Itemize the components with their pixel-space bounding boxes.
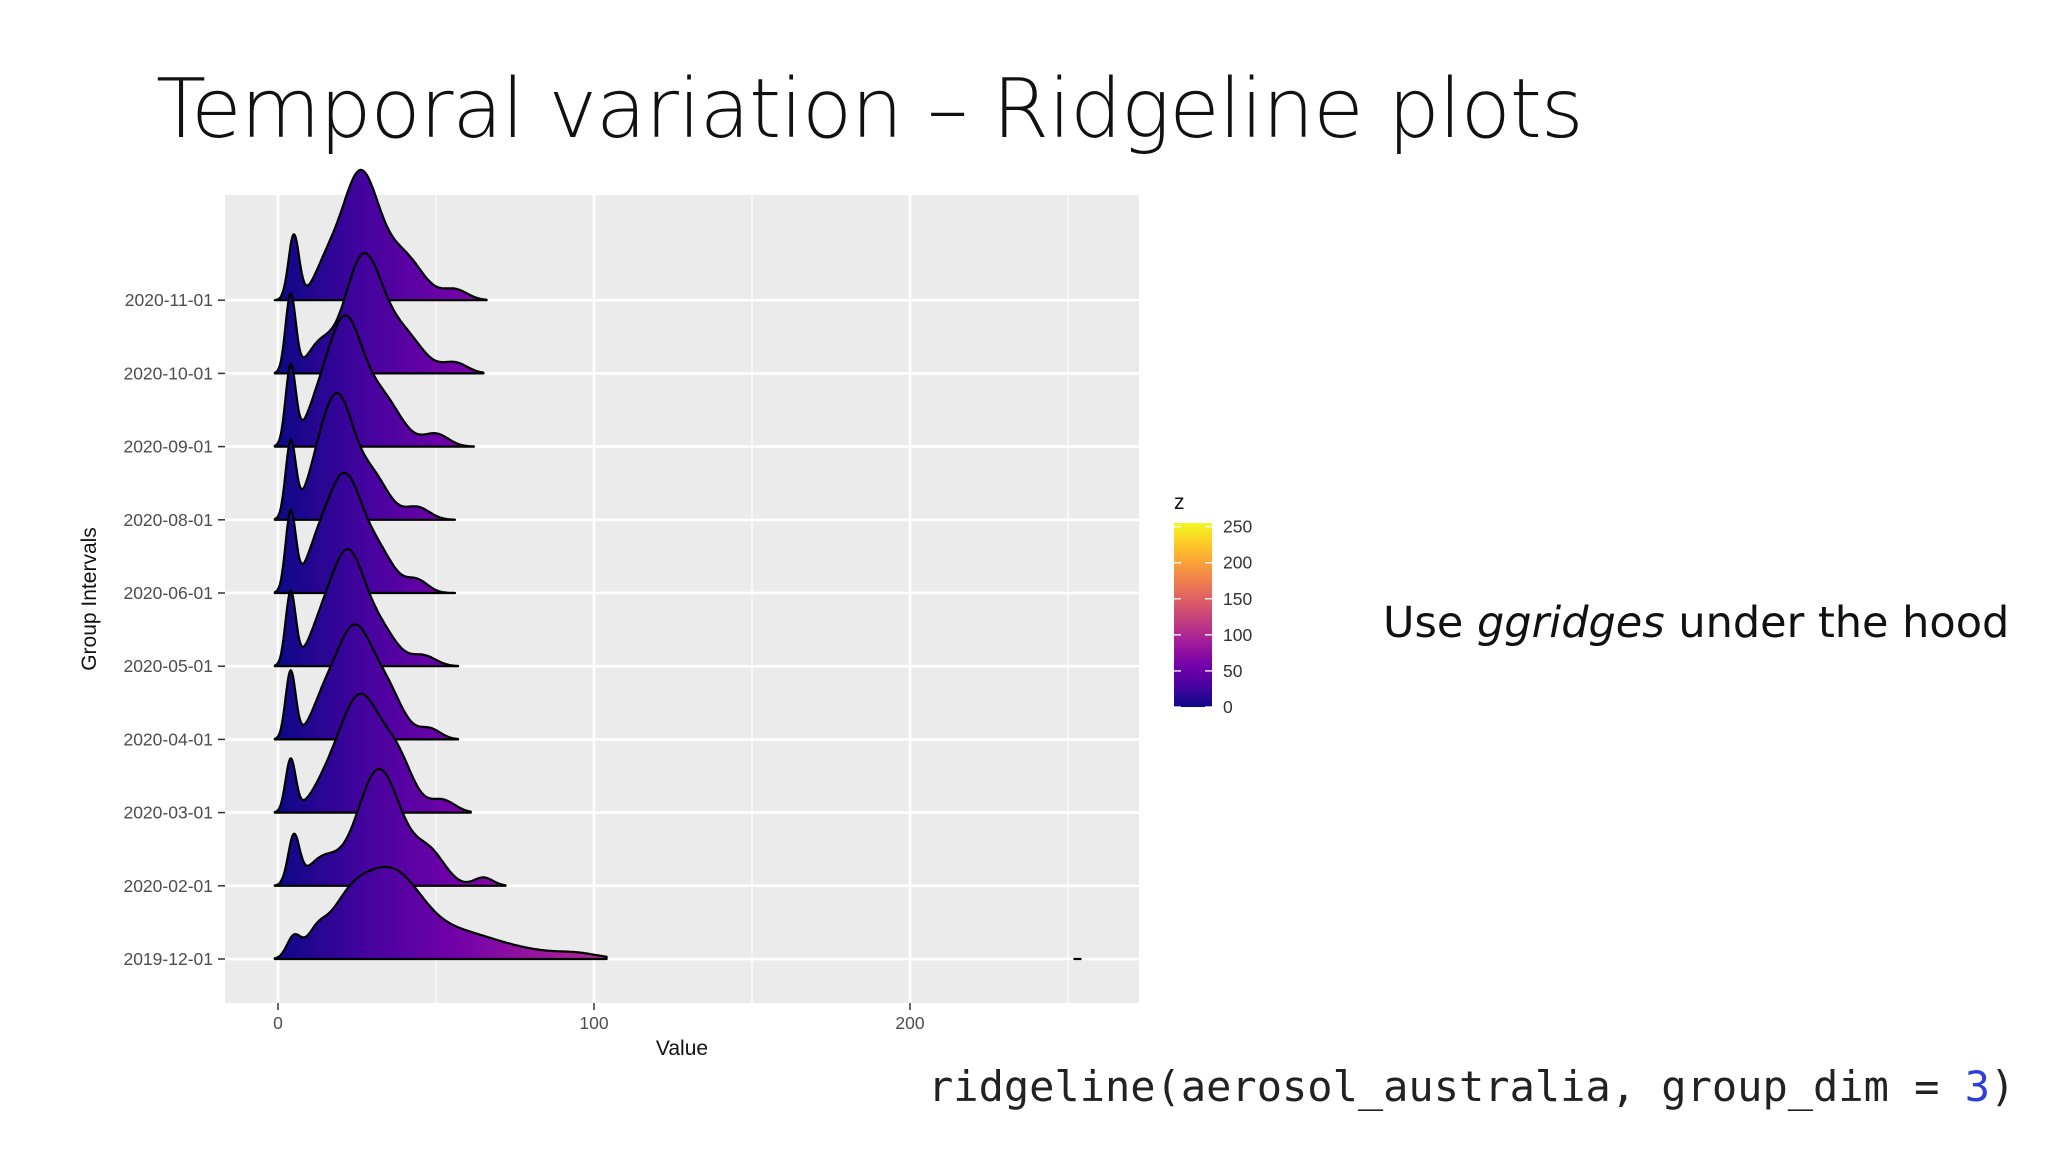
grid-lines xyxy=(225,195,1139,1003)
ridges xyxy=(273,168,1082,961)
x-tick-label: 200 xyxy=(895,1013,924,1033)
ridge-2020-05-01 xyxy=(273,547,460,668)
colorbar-label: 150 xyxy=(1223,589,1252,609)
x-tick-label: 100 xyxy=(579,1013,608,1033)
y-tick-label: 2020-02-01 xyxy=(123,876,213,896)
note-suffix: under the hood xyxy=(1664,598,2010,648)
x-axis-title: Value xyxy=(656,1037,708,1060)
y-tick-label: 2020-04-01 xyxy=(123,729,213,749)
y-tick-label: 2020-08-01 xyxy=(123,510,213,530)
ridge-2020-02-01 xyxy=(273,768,507,887)
ridge-2020-06-01 xyxy=(273,471,457,595)
colorbar-label: 200 xyxy=(1223,553,1252,573)
axes: 2019-12-01 2020-02-01 2020-03-01 2020-04-01… xyxy=(78,290,925,1060)
colorbar-label: 0 xyxy=(1223,697,1233,717)
ridge-2020-10-01 xyxy=(273,252,485,375)
code-number: 3 xyxy=(1964,1062,1991,1111)
y-tick-label: 2020-11-01 xyxy=(125,290,213,310)
ridge-2020-04-01 xyxy=(273,623,460,741)
ridge-2020-03-01 xyxy=(273,692,472,814)
note-emphasis: ggridges xyxy=(1477,598,1665,648)
colorbar-label: 50 xyxy=(1223,661,1243,681)
colorbar-title: z xyxy=(1174,491,1185,514)
y-tick-label: 2020-10-01 xyxy=(123,363,213,383)
ridge-2019-12-01 xyxy=(273,865,608,961)
ridge-2020-08-01 xyxy=(273,392,457,521)
y-axis-title: Group Intervals xyxy=(78,527,101,671)
y-tick-label: 2019-12-01 xyxy=(123,949,213,969)
y-tick-label: 2020-05-01 xyxy=(123,656,213,676)
colorbar-label: 100 xyxy=(1223,625,1252,645)
slide-title: Temporal variation – Ridgeline plots xyxy=(156,62,1584,157)
code-snippet: ridgeline(aerosol_australia, group_dim =… xyxy=(928,1062,2015,1111)
colorbar-label: 250 xyxy=(1223,517,1252,537)
note-prefix: Use xyxy=(1383,598,1477,648)
side-note: Use ggridges under the hood xyxy=(1383,598,2009,648)
code-close: ) xyxy=(1990,1062,2016,1111)
colorbar-legend: z 0 50 100 150 200 250 xyxy=(1174,491,1252,717)
y-tick-label: 2020-03-01 xyxy=(123,803,213,823)
y-tick-label: 2020-06-01 xyxy=(123,583,213,603)
y-tick-label: 2020-09-01 xyxy=(123,437,213,457)
code-call: ridgeline(aerosol_australia, group_dim = xyxy=(928,1062,1965,1111)
ridge-2020-11-01 xyxy=(273,168,488,302)
x-tick-label: 0 xyxy=(273,1013,283,1033)
colorbar-scale xyxy=(1174,523,1212,707)
